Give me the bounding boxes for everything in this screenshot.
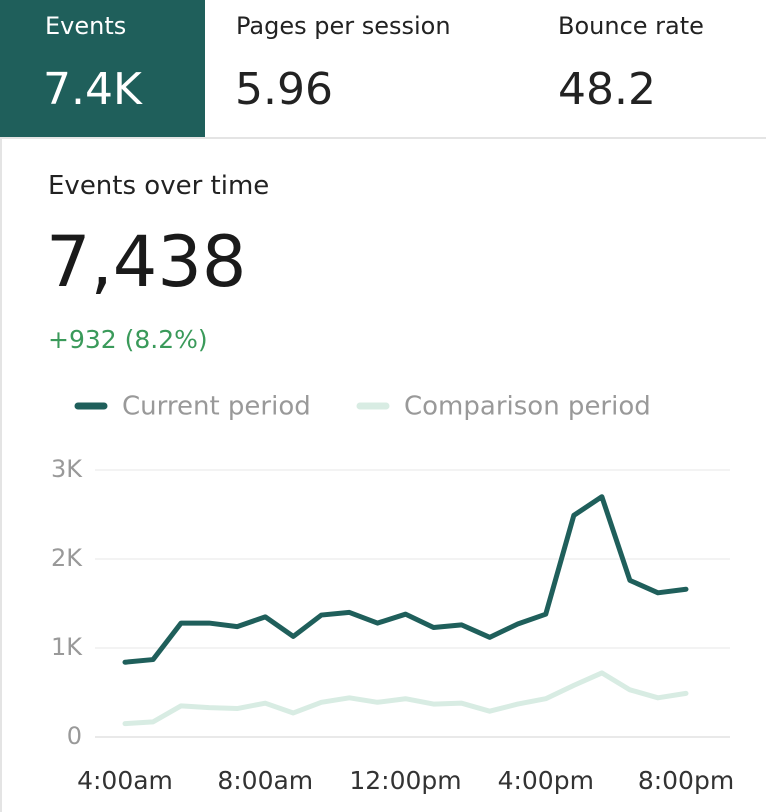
tab-bar: Events 7.4K Pages per session 5.96 Bounc… [0, 0, 766, 139]
y-tick-label: 3K [51, 455, 83, 483]
tab-label: Events [45, 12, 127, 40]
x-tick-label: 4:00am [77, 766, 173, 795]
total-value: 7,438 [46, 221, 247, 303]
tab-value: 48.2 [558, 64, 656, 115]
tab-value: 5.96 [235, 64, 333, 115]
series-line [122, 494, 689, 665]
tab-label: Pages per session [236, 12, 451, 40]
tab[interactable]: Bounce rate 48.2 [505, 0, 766, 137]
y-tick-label: 2K [51, 544, 83, 572]
y-tick-label: 1K [51, 633, 83, 661]
tab-label: Bounce rate [558, 12, 704, 40]
change-value: +932 (8.2%) [48, 325, 208, 354]
tab[interactable]: Events 7.4K [0, 0, 205, 137]
x-tick-label: 12:00pm [349, 766, 461, 795]
legend-label: Comparison period [404, 392, 651, 422]
tab-value: 7.4K [43, 64, 142, 115]
tab[interactable]: Pages per session 5.96 [205, 0, 505, 137]
chart-title: Events over time [48, 171, 270, 201]
x-tick-label: 8:00pm [638, 766, 734, 795]
series-line [122, 670, 689, 727]
legend-label: Current period [122, 392, 311, 422]
x-tick-label: 4:00pm [498, 766, 594, 795]
y-tick-label: 0 [67, 722, 82, 750]
chart-card: Events over time 7,438 +932 (8.2%) [0, 139, 766, 812]
x-tick-label: 8:00am [217, 766, 313, 795]
